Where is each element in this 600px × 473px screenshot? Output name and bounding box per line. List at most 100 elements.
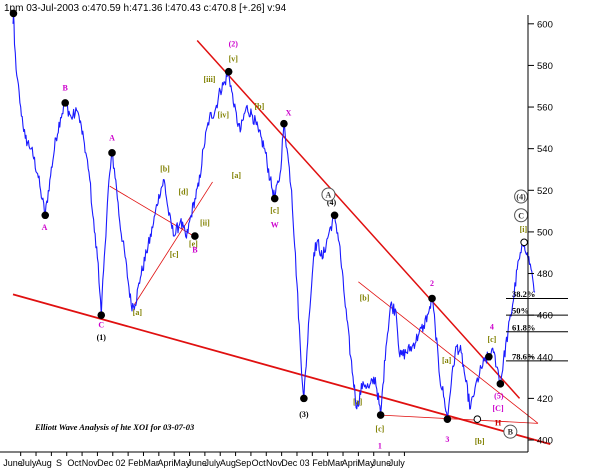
wave-label: [b] — [360, 294, 370, 303]
pivot-marker — [473, 415, 482, 423]
wave-label: [a] — [232, 171, 242, 180]
y-tick-label: 600 — [537, 19, 553, 30]
wave-label: [d] — [178, 187, 188, 196]
x-tick-label: S — [56, 458, 62, 468]
pivot-marker — [97, 311, 106, 319]
wave-label: [i] — [520, 225, 528, 234]
y-tick-label: 520 — [537, 186, 553, 197]
trend-line — [379, 414, 538, 424]
pivot-markers — [9, 9, 528, 423]
chart-header: 1pm 03-Jul-2003 o:470.59 h:471.36 l:470.… — [4, 3, 287, 14]
wave-label: B — [63, 83, 69, 92]
wave-label: 3 — [445, 435, 449, 444]
wave-label: [v] — [229, 54, 239, 63]
x-tick-label: Sep — [235, 458, 251, 468]
wave-label: [iii] — [203, 75, 215, 84]
wave-label: (5) — [494, 391, 504, 400]
x-tick-label: July — [205, 458, 222, 468]
y-axis: 400 420 440 460 480 500 520 540 560 580 600 — [527, 15, 553, 452]
y-tick-label: 400 — [537, 436, 553, 447]
wave-label: [a] — [442, 356, 452, 365]
y-tick-label: 480 — [537, 269, 553, 280]
x-tick-label: 03 — [300, 458, 310, 468]
pivot-marker — [41, 211, 50, 220]
circled-wave-marker — [503, 424, 518, 439]
pivot-marker — [270, 194, 279, 203]
circled-wave-label: B — [508, 428, 514, 437]
pivot-marker — [376, 411, 385, 419]
x-tick-label: Mar — [328, 458, 344, 468]
wave-label: [iv] — [218, 110, 230, 119]
pivot-marker — [191, 232, 199, 240]
x-tick-label: Nov — [266, 458, 283, 468]
pivot-marker — [61, 99, 69, 107]
wave-label: [e] — [189, 239, 198, 248]
wave-label: [c] — [487, 335, 496, 344]
wave-label: [c] — [170, 250, 179, 259]
wave-label: [b] — [475, 437, 485, 446]
wave-label: 1 — [378, 441, 382, 450]
pivot-marker — [496, 380, 505, 388]
y-tick-label: 440 — [537, 352, 553, 363]
wave-label: [a] — [133, 308, 143, 317]
wave-label: A — [109, 133, 115, 142]
wave-label: (3) — [299, 410, 309, 419]
pivot-marker — [330, 211, 339, 220]
wave-label: (2) — [229, 40, 239, 49]
wave-label: A — [42, 223, 48, 232]
y-tick-label: 460 — [537, 311, 553, 322]
x-tick-label: Mar — [143, 458, 159, 468]
y-tick-label: 580 — [537, 61, 553, 72]
x-tick-label: 02 — [115, 458, 125, 468]
x-tick-label: Oct — [67, 458, 82, 468]
y-tick-label: 420 — [537, 394, 553, 405]
fib-level-label: 61.8% — [512, 322, 535, 332]
circled-wave-marker — [321, 187, 336, 202]
wave-label: [b] — [160, 165, 170, 174]
x-tick-label: Feb — [128, 458, 144, 468]
wave-label: (4) — [327, 198, 337, 207]
wave-label: C — [98, 321, 104, 330]
pivot-marker — [520, 238, 528, 247]
pivot-marker — [300, 394, 308, 403]
trend-line — [133, 181, 213, 305]
pivot-marker — [9, 9, 18, 18]
x-tick-label: April — [342, 458, 360, 468]
fib-level-label: 38.2% — [512, 289, 535, 299]
x-tick-label: July — [389, 458, 406, 468]
y-tick-label: 540 — [537, 144, 553, 155]
trend-lines — [12, 39, 551, 446]
wave-label: (1) — [97, 333, 107, 342]
wave-label: B — [192, 246, 198, 255]
wave-label: H — [495, 418, 502, 427]
x-tick-label: June — [187, 458, 207, 468]
x-tick-label: April — [157, 458, 175, 468]
x-tick-label: Dec — [281, 458, 298, 468]
y-tick-label: 500 — [537, 227, 553, 238]
trend-line — [109, 185, 198, 239]
x-tick-label: May — [173, 458, 191, 468]
circled-wave-label: C — [518, 211, 524, 220]
pivot-marker — [280, 119, 288, 128]
x-tick-label: Dec — [97, 458, 114, 468]
circled-wave-label: A — [326, 190, 332, 199]
pivot-marker — [485, 352, 493, 361]
x-tick-label: Feb — [312, 458, 328, 468]
wave-label: [c] — [270, 206, 279, 215]
circled-wave-label: (4) — [516, 193, 526, 202]
wave-label: [ii] — [200, 219, 210, 228]
pivot-marker — [428, 294, 436, 303]
pivot-marker — [224, 67, 233, 76]
x-tick-label: July — [20, 458, 37, 468]
wave-label: [a] — [353, 398, 363, 407]
wave-label: W — [271, 221, 279, 230]
wave-labels: A B C (1) A [b] [d] [a] [c] [e] [ii] B (2) [v] [iii] [i… — [42, 40, 529, 450]
chart-footer: Elliott Wave Analysis of hte XOI for 03-… — [34, 422, 195, 432]
x-tick-label: Aug — [36, 458, 52, 468]
wave-label: X — [286, 108, 292, 117]
pivot-marker — [443, 415, 452, 423]
pivot-marker — [108, 149, 116, 157]
y-tick-label: 560 — [537, 103, 553, 114]
